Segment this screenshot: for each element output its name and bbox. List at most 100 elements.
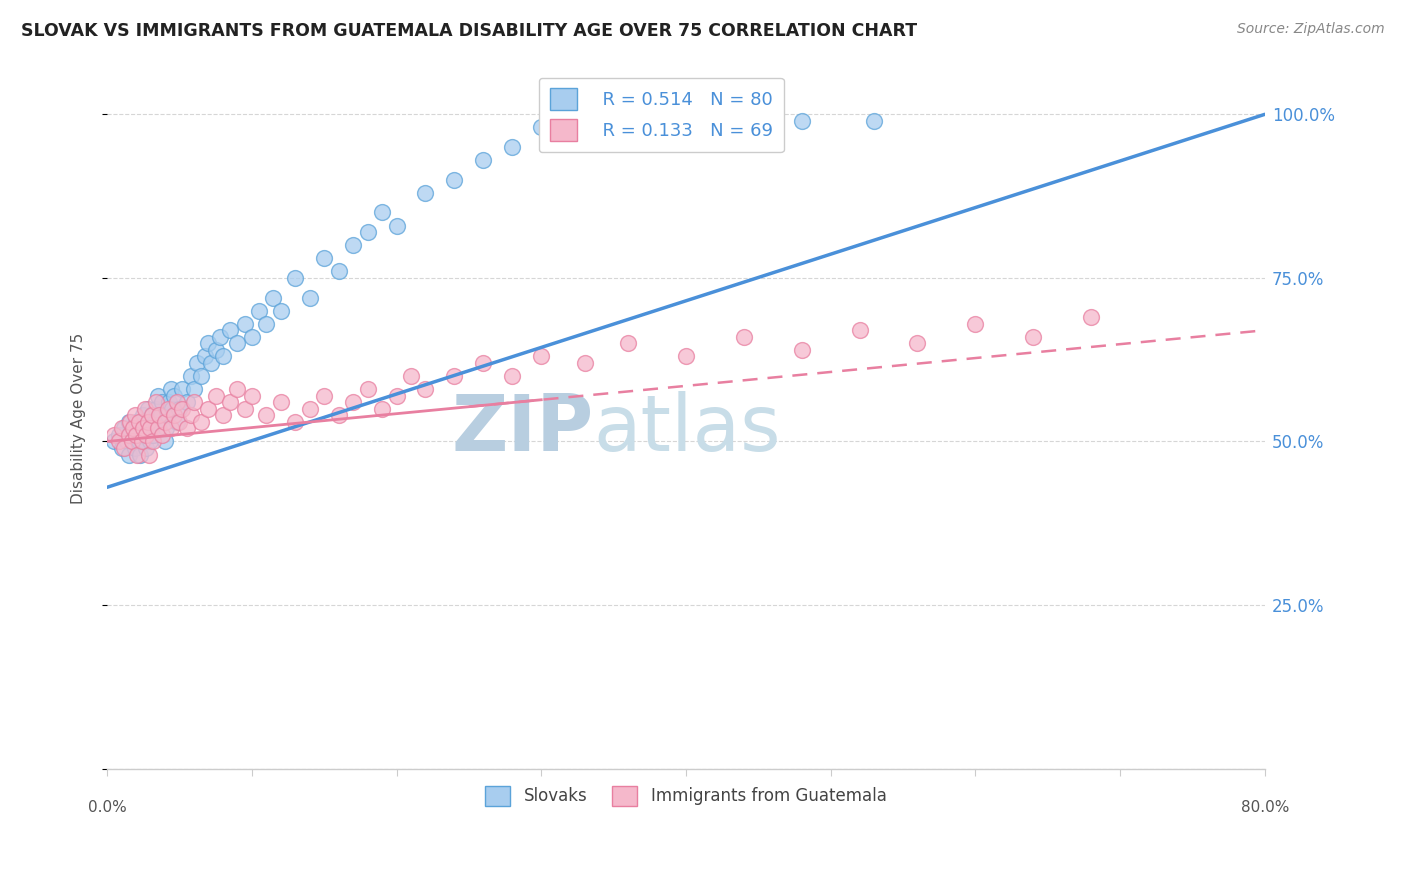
Point xyxy=(204,389,226,403)
Point xyxy=(163,389,186,403)
Point xyxy=(200,356,222,370)
Point xyxy=(197,401,219,416)
Point xyxy=(247,303,270,318)
Point xyxy=(574,356,596,370)
Point xyxy=(501,369,523,384)
Point xyxy=(233,401,256,416)
Point xyxy=(134,428,156,442)
Text: SLOVAK VS IMMIGRANTS FROM GUATEMALA DISABILITY AGE OVER 75 CORRELATION CHART: SLOVAK VS IMMIGRANTS FROM GUATEMALA DISA… xyxy=(21,22,917,40)
Point xyxy=(385,219,408,233)
Point xyxy=(208,330,231,344)
Point xyxy=(176,395,198,409)
Point xyxy=(284,271,307,285)
Point xyxy=(166,395,188,409)
Point xyxy=(371,401,394,416)
Point xyxy=(121,434,143,449)
Point xyxy=(153,434,176,449)
Point xyxy=(103,428,125,442)
Point xyxy=(415,382,437,396)
Point xyxy=(150,395,173,409)
Point xyxy=(328,409,350,423)
Point xyxy=(131,434,153,449)
Point xyxy=(134,401,156,416)
Point xyxy=(114,441,136,455)
Point xyxy=(150,428,173,442)
Point xyxy=(790,343,813,357)
Point xyxy=(270,395,292,409)
Point xyxy=(226,336,249,351)
Point xyxy=(190,415,212,429)
Point xyxy=(342,395,364,409)
Point xyxy=(183,395,205,409)
Point xyxy=(163,409,186,423)
Point xyxy=(530,120,553,135)
Point xyxy=(139,421,162,435)
Point xyxy=(219,323,242,337)
Point xyxy=(139,434,162,449)
Point xyxy=(233,317,256,331)
Point xyxy=(371,205,394,219)
Point xyxy=(197,336,219,351)
Point xyxy=(169,401,191,416)
Point xyxy=(160,401,183,416)
Point xyxy=(443,173,465,187)
Point xyxy=(172,382,194,396)
Point xyxy=(172,401,194,416)
Point xyxy=(114,421,136,435)
Point xyxy=(443,369,465,384)
Point xyxy=(190,369,212,384)
Point xyxy=(142,434,165,449)
Point xyxy=(143,415,166,429)
Point xyxy=(132,434,155,449)
Point xyxy=(574,114,596,128)
Point xyxy=(138,448,160,462)
Point xyxy=(159,421,181,435)
Point xyxy=(675,350,697,364)
Point xyxy=(169,415,191,429)
Point xyxy=(1022,330,1045,344)
Point xyxy=(159,382,181,396)
Point xyxy=(148,409,170,423)
Point xyxy=(128,415,150,429)
Point xyxy=(120,428,142,442)
Point xyxy=(183,382,205,396)
Point xyxy=(472,153,495,168)
Point xyxy=(965,317,987,331)
Point xyxy=(125,428,148,442)
Point xyxy=(863,114,886,128)
Text: 0.0%: 0.0% xyxy=(87,800,127,815)
Point xyxy=(118,448,141,462)
Point xyxy=(131,421,153,435)
Point xyxy=(204,343,226,357)
Point xyxy=(135,441,157,455)
Text: Source: ZipAtlas.com: Source: ZipAtlas.com xyxy=(1237,22,1385,37)
Point xyxy=(356,382,378,396)
Point xyxy=(718,114,741,128)
Point xyxy=(118,428,141,442)
Point xyxy=(149,409,172,423)
Point xyxy=(399,369,422,384)
Point xyxy=(139,421,162,435)
Point xyxy=(415,186,437,200)
Point xyxy=(135,428,157,442)
Point xyxy=(186,356,208,370)
Point xyxy=(617,336,640,351)
Point xyxy=(501,140,523,154)
Point xyxy=(240,330,263,344)
Point xyxy=(211,409,233,423)
Point xyxy=(156,409,179,423)
Point xyxy=(107,434,129,449)
Point xyxy=(125,415,148,429)
Point xyxy=(240,389,263,403)
Point xyxy=(153,415,176,429)
Point xyxy=(142,428,165,442)
Point xyxy=(127,448,149,462)
Point xyxy=(226,382,249,396)
Point xyxy=(156,401,179,416)
Text: ZIP: ZIP xyxy=(451,391,593,467)
Point xyxy=(120,415,142,429)
Point xyxy=(298,401,321,416)
Point xyxy=(132,409,155,423)
Point xyxy=(124,441,146,455)
Point xyxy=(128,434,150,449)
